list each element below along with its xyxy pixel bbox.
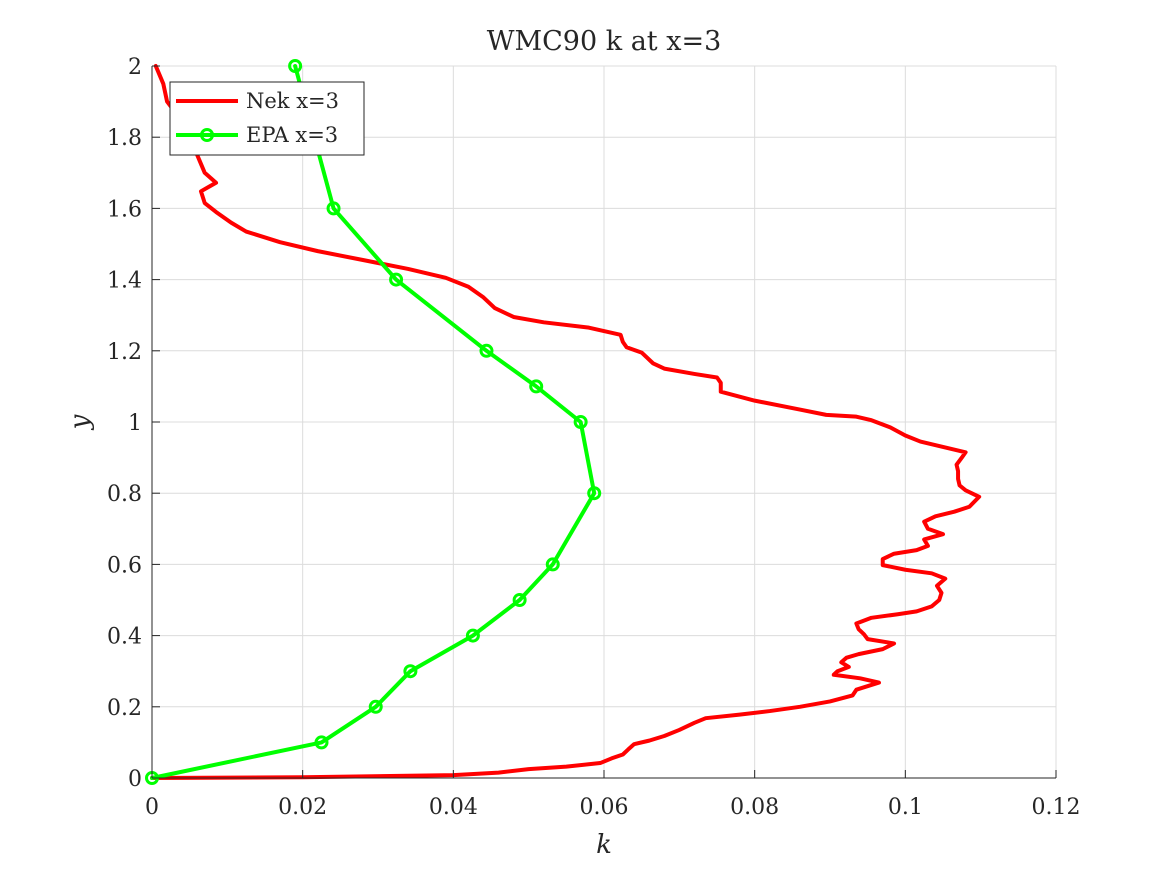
x-tick-label: 0.06 [580, 795, 629, 820]
y-tick-label: 0 [128, 767, 142, 792]
x-tick-label: 0.04 [429, 795, 478, 820]
y-tick-label: 1.4 [107, 269, 142, 294]
data-point-epa-x-3 [288, 59, 303, 73]
series-nek-x-3 [150, 64, 982, 780]
x-tick-label: 0.12 [1032, 795, 1081, 820]
x-tick-label: 0.1 [888, 795, 923, 820]
axes [151, 65, 1057, 779]
tick-labels: 0 0.02 0.04 0.06 0.08 0.1 0.12 0 0.2 0.4 0.6 0.8 1 1.… [107, 55, 1080, 820]
y-tick-label: 1 [128, 411, 142, 436]
data-point-epa-x-3 [573, 415, 588, 429]
chart-title: WMC90 k at x=3 [487, 26, 722, 57]
series-layer [145, 59, 982, 785]
data-point-epa-x-3 [314, 735, 329, 750]
y-tick-label: 0.2 [107, 696, 142, 721]
x-tick-label: 0.08 [730, 795, 779, 820]
y-tick-label: 0.4 [107, 625, 142, 650]
data-point-epa-x-3 [403, 664, 418, 679]
y-tick-label: 0.8 [107, 482, 142, 507]
y-tick-label: 2 [128, 55, 142, 80]
data-point-epa-x-3 [479, 343, 494, 358]
data-point-epa-x-3 [389, 272, 404, 287]
y-tick-label: 1.2 [107, 340, 142, 365]
legend-marker-epa [200, 128, 214, 142]
series-line-nek-x-3 [150, 64, 982, 780]
y-tick-label: 0.6 [107, 553, 142, 578]
data-point-epa-x-3 [326, 201, 341, 216]
x-tick-label: 0 [145, 795, 159, 820]
y-tick-label: 1.6 [107, 197, 142, 222]
data-point-epa-x-3 [545, 557, 560, 572]
data-point-epa-x-3 [512, 593, 527, 607]
data-point-epa-x-3 [529, 379, 544, 394]
x-tick-label: 0.02 [278, 795, 327, 820]
x-axis-label: k [596, 830, 612, 860]
data-point-epa-x-3 [368, 699, 383, 714]
series-line-epa-x-3 [150, 64, 597, 780]
legend-label-epa: EPA x=3 [246, 123, 338, 147]
data-point-epa-x-3 [465, 628, 480, 643]
data-point-epa-x-3 [587, 486, 602, 501]
legend-label-nek: Nek x=3 [246, 89, 339, 113]
legend-box [169, 81, 365, 156]
series-epa-x-3 [145, 59, 602, 785]
y-axis-label: y [65, 414, 95, 430]
legend: Nek x=3 EPA x=3 [169, 81, 365, 156]
y-tick-label: 1.8 [107, 126, 142, 151]
